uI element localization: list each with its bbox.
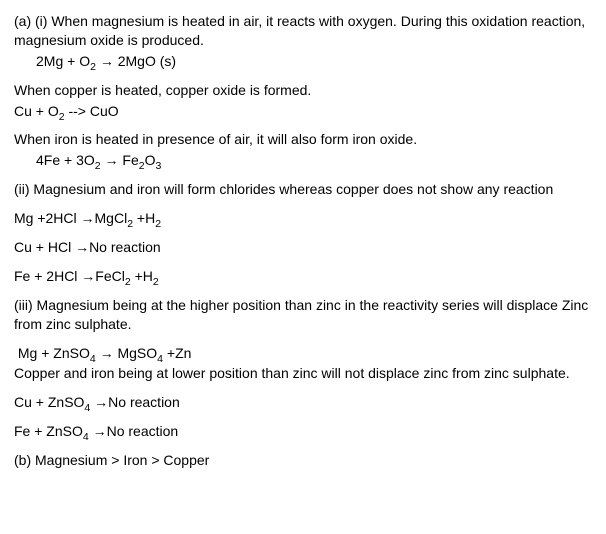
a-iii-mid: Copper and iron being at lower position … [14, 364, 592, 383]
a-ii-eq1: Mg +2HCl →MgCl2 +H2 [14, 209, 592, 228]
eq-text: --> CuO [65, 103, 119, 119]
eq-sub: 2 [155, 218, 161, 230]
a-iii-eq3: Fe + ZnSO4 →No reaction [14, 422, 592, 441]
eq-text: → Fe [101, 152, 139, 168]
a-iii-intro: (iii) Magnesium being at the higher posi… [14, 296, 592, 334]
eq-text: Cu + ZnSO [14, 394, 84, 410]
a-i-iron-text: When iron is heated in presence of air, … [14, 130, 592, 149]
eq-text: Mg +2HCl →MgCl [14, 210, 127, 226]
eq-text: O [145, 152, 156, 168]
eq-text: → 2MgO (s) [96, 53, 176, 69]
section-b: (b) Magnesium > Iron > Copper [14, 451, 592, 470]
eq-text: 4Fe + 3O [36, 152, 95, 168]
eq-text: →No reaction [90, 394, 179, 410]
a-iii-eq1: Mg + ZnSO4 → MgSO4 +Zn [14, 344, 592, 363]
a-i-intro: (a) (i) When magnesium is heated in air,… [14, 12, 592, 50]
eq-text: Mg + ZnSO [18, 345, 90, 361]
eq-text: Fe + ZnSO [14, 423, 83, 439]
eq-text: → MgSO [96, 345, 157, 361]
a-ii-intro: (ii) Magnesium and iron will form chlori… [14, 180, 592, 199]
eq-text: +H [131, 268, 153, 284]
eq-text: 2Mg + O [36, 53, 90, 69]
eq-text: Fe + 2HCl →FeCl [14, 268, 125, 284]
a-i-eq2: Cu + O2 --> CuO [14, 102, 592, 121]
eq-text: +Zn [163, 345, 191, 361]
a-i-eq1: 2Mg + O2 → 2MgO (s) [14, 52, 592, 71]
a-ii-eq3: Fe + 2HCl →FeCl2 +H2 [14, 267, 592, 286]
eq-text: →No reaction [89, 423, 178, 439]
a-ii-eq2: Cu + HCl →No reaction [14, 238, 592, 257]
a-i-copper-text: When copper is heated, copper oxide is f… [14, 81, 592, 100]
eq-text: +H [133, 210, 155, 226]
eq-sub: 3 [155, 160, 161, 172]
a-iii-eq2: Cu + ZnSO4 →No reaction [14, 393, 592, 412]
eq-sub: 2 [153, 276, 159, 288]
eq-text: Cu + O [14, 103, 59, 119]
a-i-eq3: 4Fe + 3O2 → Fe2O3 [14, 151, 592, 170]
